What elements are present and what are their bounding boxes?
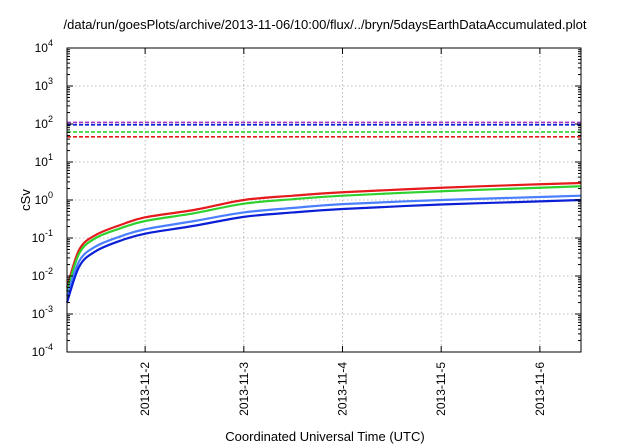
y-tick-exponent: -2 <box>45 266 53 276</box>
y-tick-label: 100 <box>35 190 53 207</box>
dose-series-line <box>65 194 582 297</box>
x-tick-label: 2013-11-6 <box>533 362 547 416</box>
y-tick-label: 10-4 <box>32 342 53 359</box>
y-tick-exponent: -3 <box>45 304 53 314</box>
y-tick-exponent: -4 <box>45 342 53 352</box>
y-axis-label: cSv <box>18 189 33 211</box>
x-tick-label: 2013-11-3 <box>237 362 251 416</box>
y-tick-label: 10-3 <box>32 304 53 321</box>
chart-title: /data/run/goesPlots/archive/2013-11-06/1… <box>64 17 587 32</box>
y-tick-label: 10-1 <box>32 228 53 245</box>
y-tick-exponent: 3 <box>48 76 53 86</box>
dose-series-line <box>65 181 582 288</box>
x-tick-label: 2013-11-5 <box>434 362 448 416</box>
y-tick-label: 103 <box>35 76 53 93</box>
data-series <box>65 121 582 303</box>
dose-series-line <box>65 185 582 292</box>
dose-series-line <box>65 198 582 303</box>
x-tick-label: 2013-11-2 <box>138 362 152 416</box>
y-tick-label: 101 <box>35 152 53 169</box>
y-tick-exponent: 2 <box>48 114 53 124</box>
y-tick-label: 102 <box>35 114 53 131</box>
y-tick-exponent: -1 <box>45 228 53 238</box>
y-tick-exponent: 4 <box>48 38 53 48</box>
y-tick-exponent: 1 <box>48 152 53 162</box>
x-axis-label: Coordinated Universal Time (UTC) <box>225 429 424 444</box>
y-tick-exponent: 0 <box>48 190 53 200</box>
x-tick-label: 2013-11-4 <box>336 362 350 416</box>
y-tick-label: 10-2 <box>32 266 53 283</box>
grid-lines <box>67 48 581 352</box>
y-tick-label: 104 <box>35 38 53 55</box>
